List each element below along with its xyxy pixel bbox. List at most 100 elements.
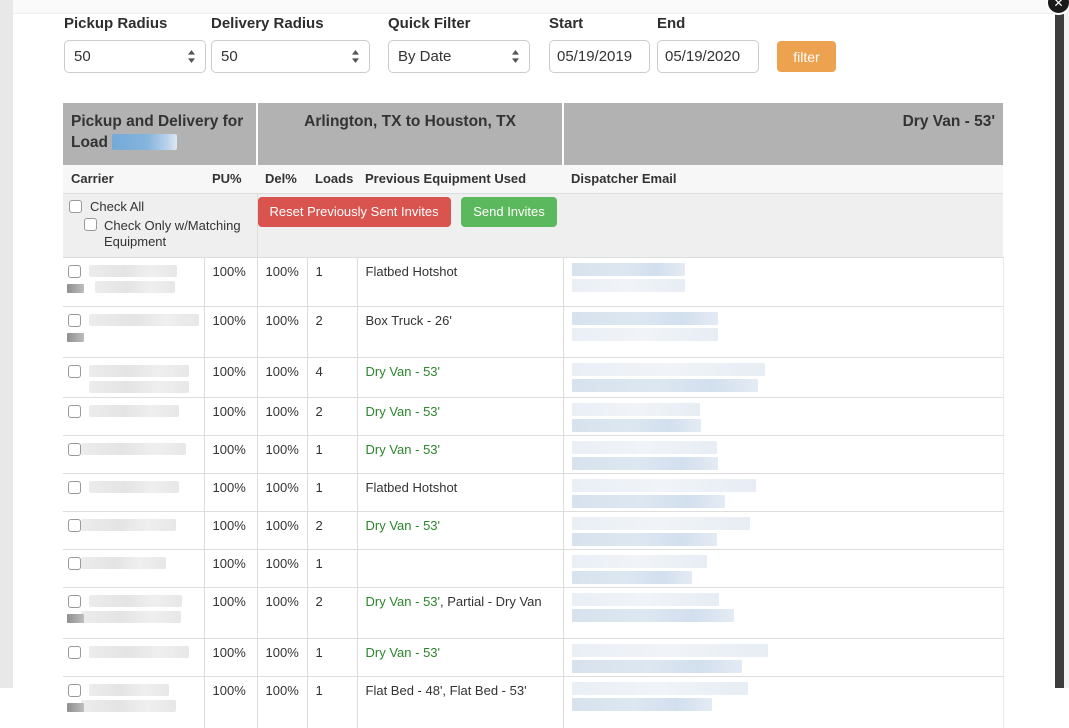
carrier-sub-redacted	[67, 702, 84, 712]
table-title-band: Pickup and Delivery for Load Arlington, …	[63, 103, 1004, 165]
carrier-cell	[63, 511, 205, 549]
band-route: Arlington, TX to Houston, TX	[256, 103, 564, 165]
band-equipment: Dry Van - 53'	[562, 103, 1004, 165]
carrier-row-checkbox[interactable]	[68, 480, 81, 494]
del-percent: 100%	[257, 435, 308, 473]
carrier-name-redacted	[89, 264, 200, 293]
carrier-name-redacted	[81, 594, 200, 623]
check-matching-checkbox[interactable]	[84, 217, 97, 231]
del-percent: 100%	[257, 587, 308, 638]
equipment-used: Dry Van - 53'	[357, 397, 564, 435]
check-all-checkbox[interactable]	[69, 199, 82, 213]
equipment-used: Dry Van - 53'	[357, 638, 564, 676]
pickup-radius-select[interactable]: 50	[64, 40, 206, 73]
carrier-row-checkbox[interactable]	[68, 264, 81, 278]
page-top-strip	[13, 0, 1055, 14]
carrier-name-redacted	[81, 518, 200, 531]
dispatcher-email-redacted	[563, 473, 1004, 511]
pickup-radius-label: Pickup Radius	[64, 15, 168, 32]
loads-count: 1	[307, 257, 358, 306]
carrier-row-checkbox[interactable]	[68, 556, 81, 570]
pu-percent: 100%	[204, 397, 258, 435]
carrier-row-checkbox[interactable]	[68, 518, 81, 532]
send-invites-button[interactable]: Send Invites	[461, 196, 557, 227]
del-percent: 100%	[257, 473, 308, 511]
carrier-name-redacted	[89, 645, 200, 658]
equipment-used: Dry Van - 53'	[357, 435, 564, 473]
loads-count: 1	[307, 638, 358, 676]
delivery-radius-select[interactable]: 50	[211, 40, 370, 73]
carrier-row-checkbox[interactable]	[68, 364, 81, 378]
carrier-sub-redacted	[67, 613, 84, 623]
carrier-row-checkbox[interactable]	[68, 645, 81, 659]
col-carrier: Carrier	[63, 165, 204, 194]
carrier-row: 100% 100% 1 Dry Van - 53'	[63, 435, 1004, 473]
carrier-name-redacted	[89, 404, 200, 417]
start-label: Start	[549, 15, 584, 32]
dispatcher-email-redacted	[563, 257, 1004, 306]
check-matching-label: Check Only w/Matching Equipment	[104, 217, 241, 249]
carrier-cell	[63, 473, 205, 511]
column-header-row: Carrier PU% Del% Loads Previous Equipmen…	[63, 165, 1004, 194]
del-percent: 100%	[257, 549, 308, 587]
carrier-cell	[63, 587, 205, 638]
controls-row: Check All Check Only w/Matching Equipmen…	[63, 193, 1004, 258]
filter-button[interactable]: filter	[777, 41, 836, 72]
carrier-row-checkbox[interactable]	[68, 594, 81, 608]
carrier-sub-redacted	[67, 283, 84, 293]
dispatcher-email-redacted	[563, 587, 1004, 638]
table-body: 100% 100% 1 Flatbed Hotshot 100% 100% 2 …	[63, 257, 1004, 728]
quick-filter-select[interactable]: By Date	[388, 40, 530, 73]
carrier-cell	[63, 257, 205, 306]
dispatcher-email-redacted	[563, 357, 1004, 397]
carrier-cell	[63, 549, 205, 587]
scrollbar-thumb[interactable]	[1055, 0, 1064, 688]
del-percent: 100%	[257, 306, 308, 357]
del-percent: 100%	[257, 511, 308, 549]
del-percent: 100%	[257, 397, 308, 435]
del-percent: 100%	[257, 638, 308, 676]
close-icon[interactable]: ✕	[1046, 0, 1069, 15]
load-id-redacted	[112, 134, 178, 150]
dispatcher-email-redacted	[563, 397, 1004, 435]
carrier-name-redacted	[89, 480, 200, 493]
col-loads: Loads	[307, 165, 358, 194]
equipment-used: Box Truck - 26'	[357, 306, 564, 357]
carrier-row: 100% 100% 2 Dry Van - 53'	[63, 511, 1004, 549]
select-arrows-icon	[351, 49, 360, 64]
carrier-name-redacted	[81, 442, 200, 455]
delivery-radius-label: Delivery Radius	[211, 15, 324, 32]
end-date-input[interactable]	[657, 40, 759, 73]
carrier-cell	[63, 676, 205, 728]
carrier-row: 100% 100% 2 Dry Van - 53'	[63, 397, 1004, 435]
quick-filter-value: By Date	[398, 48, 452, 65]
carrier-row-checkbox[interactable]	[68, 313, 81, 327]
carrier-row-checkbox[interactable]	[68, 442, 81, 456]
start-date-input[interactable]	[549, 40, 650, 73]
pu-percent: 100%	[204, 473, 258, 511]
pu-percent: 100%	[204, 357, 258, 397]
band-load-title: Pickup and Delivery for Load	[63, 103, 258, 165]
carrier-cell	[63, 638, 205, 676]
carrier-row-checkbox[interactable]	[68, 404, 81, 418]
col-del: Del%	[257, 165, 308, 194]
carrier-row: 100% 100% 1	[63, 549, 1004, 587]
equipment-used: Flatbed Hotshot	[357, 473, 564, 511]
loads-count: 1	[307, 549, 358, 587]
carrier-row: 100% 100% 4 Dry Van - 53'	[63, 357, 1004, 397]
carrier-name-redacted	[89, 364, 200, 393]
carrier-row-checkbox[interactable]	[68, 683, 81, 697]
equipment-used: Dry Van - 53'	[357, 357, 564, 397]
dispatcher-email-redacted	[563, 511, 1004, 549]
scrollbar-track	[1064, 0, 1069, 688]
loads-count: 1	[307, 435, 358, 473]
dispatcher-email-redacted	[563, 435, 1004, 473]
dispatcher-email-redacted	[563, 549, 1004, 587]
dispatcher-email-redacted	[563, 638, 1004, 676]
equipment-used: Flat Bed - 48', Flat Bed - 53'	[357, 676, 564, 728]
quick-filter-label: Quick Filter	[388, 15, 471, 32]
pu-percent: 100%	[204, 549, 258, 587]
carrier-row: 100% 100% 2 Box Truck - 26'	[63, 306, 1004, 357]
reset-invites-button[interactable]: Reset Previously Sent Invites	[257, 196, 451, 227]
select-arrows-icon	[187, 49, 196, 64]
